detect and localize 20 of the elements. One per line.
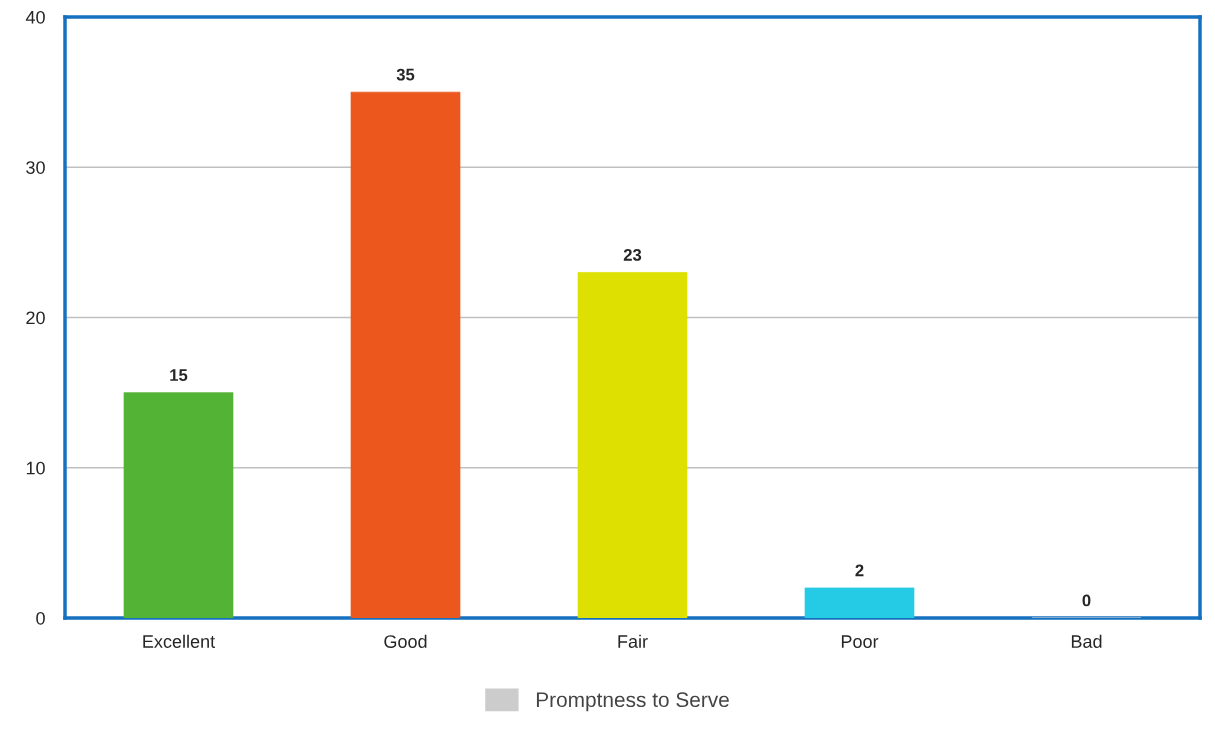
x-tick-label: Good xyxy=(384,634,427,648)
legend-label: Promptness to Serve xyxy=(536,692,729,712)
x-tick-label: Fair xyxy=(618,634,648,648)
data-label: 2 xyxy=(855,564,864,577)
bar xyxy=(350,91,461,618)
y-tick-label: 0 xyxy=(36,611,45,625)
y-tick-label: 10 xyxy=(26,461,45,475)
data-label: 0 xyxy=(1082,594,1091,607)
data-label: 15 xyxy=(170,369,188,381)
y-tick-label: 40 xyxy=(25,10,45,24)
y-tick-label: 30 xyxy=(26,161,45,174)
x-tick-label: Bad xyxy=(1071,634,1102,648)
x-tick-label: Poor xyxy=(841,635,879,648)
bar xyxy=(123,392,234,618)
bar xyxy=(804,587,915,618)
x-tick-label: Excellent xyxy=(143,634,215,648)
data-label: 23 xyxy=(623,249,642,261)
bar xyxy=(577,272,688,618)
y-tick-label: 20 xyxy=(26,311,45,325)
data-label: 35 xyxy=(396,68,415,81)
